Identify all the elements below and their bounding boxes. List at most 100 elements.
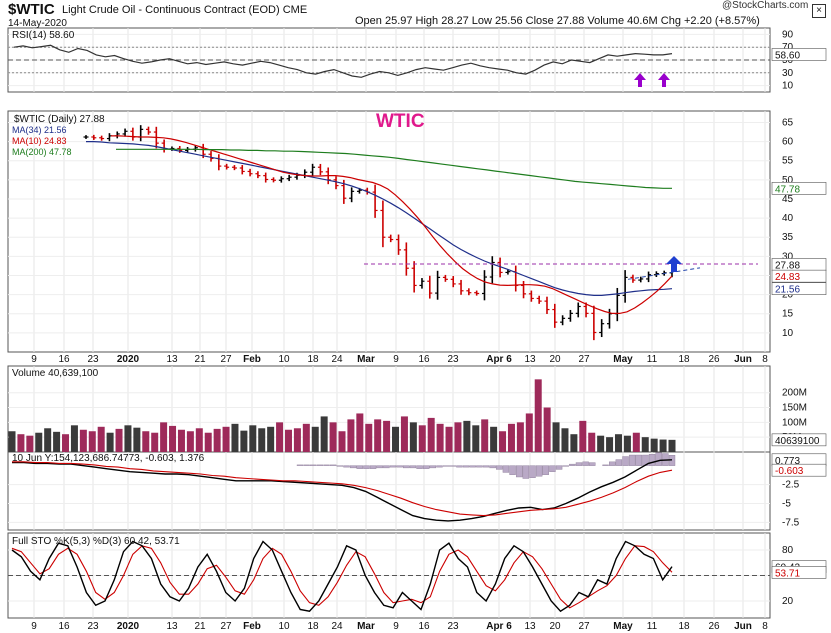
x-tick-label: May: [613, 354, 633, 365]
macd-signal-line: [12, 461, 673, 517]
macd-histogram-bar: [549, 465, 556, 472]
macd-histogram-bar: [622, 456, 629, 466]
volume-bar: [623, 435, 631, 452]
macd-histogram-bar: [542, 465, 549, 475]
volume-bar: [320, 416, 328, 452]
y-tick-label: 150M: [782, 403, 807, 414]
macd-histogram-bar: [522, 465, 530, 479]
volume-title: Volume 40,639,100: [12, 368, 99, 379]
macd-histogram-bar: [456, 465, 463, 468]
volume-bar: [499, 431, 507, 452]
volume-bar: [177, 429, 185, 452]
up-arrow-icon: [634, 73, 646, 87]
volume-bar: [481, 419, 489, 452]
x-tick-label: 8: [762, 621, 768, 632]
x-tick-label: 27: [578, 621, 590, 632]
volume-bar: [35, 432, 43, 452]
volume-bar: [329, 422, 337, 452]
y-tick-label: 20: [782, 596, 794, 607]
volume-bar: [169, 425, 177, 452]
volume-bar: [534, 379, 542, 452]
x-tick-label: 23: [447, 354, 459, 365]
y-tick-label: 30: [782, 68, 794, 79]
x-tick-label: 24: [331, 354, 343, 365]
volume-bar: [606, 437, 614, 452]
y-tick-label: 80: [782, 545, 794, 556]
y-tick-label: -2.5: [782, 480, 800, 491]
volume-bar: [142, 431, 150, 452]
macd-histogram-bar: [615, 459, 623, 466]
x-tick-label: 10: [278, 621, 290, 632]
y-tick-label: 55: [782, 156, 794, 167]
macd-histogram-bar: [496, 465, 503, 470]
macd-histogram-bar: [296, 464, 304, 466]
x-tick-label: 26: [708, 354, 720, 365]
volume-bar: [284, 429, 292, 452]
x-tick-label: Mar: [357, 621, 375, 632]
y-tick-label: 90: [782, 29, 794, 40]
macd-histogram-bar: [416, 465, 423, 469]
x-tick-label: Apr 6: [486, 621, 512, 632]
volume-bar: [8, 431, 16, 452]
macd-histogram-bar: [396, 465, 403, 468]
x-tick-label: 9: [393, 354, 399, 365]
volume-bar: [365, 423, 373, 452]
macd-histogram-bar: [589, 462, 596, 466]
volume-bar: [53, 431, 61, 452]
volume-bar: [231, 423, 239, 452]
x-tick-label: 10: [278, 354, 290, 365]
macd-histogram-bar: [575, 462, 583, 466]
volume-bar: [356, 413, 364, 452]
macd-histogram-bar: [449, 465, 456, 467]
volume-bar: [347, 419, 355, 452]
price-badge: [771, 269, 827, 283]
macd-histogram-bar: [462, 465, 470, 468]
legend-ma200: MA(200) 47.78: [12, 147, 72, 157]
volume-bar: [597, 435, 605, 452]
x-tick-label: May: [613, 621, 633, 632]
sto-d-line: [11, 545, 673, 609]
volume-bar: [70, 425, 78, 452]
volume-bar: [195, 428, 203, 452]
sto-title: Full STO %K(5,3) %D(3) 60.42, 53.71: [12, 536, 180, 547]
macd-histogram-bar: [303, 464, 310, 466]
volume-bar: [614, 434, 622, 452]
y-tick-label: 20: [782, 290, 794, 301]
ma200-line: [116, 148, 672, 189]
rsi-title: RSI(14) 58.60: [12, 30, 75, 41]
volume-bar: [160, 422, 168, 452]
sto-d-badge: [771, 566, 827, 579]
macd-histogram-bar: [409, 465, 417, 469]
x-tick-label: 21: [194, 621, 206, 632]
volume-bar: [106, 432, 114, 452]
macd-title: 10 Jun Y:154,123,686.74773, -0.603, 1.37…: [12, 453, 205, 464]
y-tick-label: -5: [782, 498, 791, 509]
macd-histogram-bar: [529, 465, 536, 478]
volume-bar: [445, 426, 453, 452]
macd-signal-badge: [771, 463, 827, 477]
ma34-line: [86, 141, 673, 296]
y-tick-label: 15: [782, 309, 794, 320]
price-badge-text: 27.88: [775, 260, 800, 271]
x-tick-label: 13: [524, 354, 536, 365]
macd-histogram-bar: [356, 465, 363, 469]
volume-bar: [151, 432, 159, 452]
x-tick-label: 16: [418, 354, 430, 365]
macd-histogram-bar: [516, 465, 523, 478]
x-tick-label: 18: [307, 354, 319, 365]
volume-bar: [641, 437, 649, 452]
close-icon[interactable]: ×: [812, 4, 826, 18]
x-tick-label: 2020: [117, 621, 140, 632]
up-arrow-icon: [666, 256, 682, 272]
price-badge: [771, 282, 827, 295]
volume-bar: [418, 425, 426, 452]
x-tick-label: 9: [31, 354, 37, 365]
volume-bar: [383, 420, 391, 452]
macd-histogram-bar: [555, 465, 563, 470]
macd-histogram-bar: [363, 465, 370, 469]
volume-bar: [543, 407, 551, 452]
contract-name: Light Crude Oil - Continuous Contract (E…: [62, 4, 308, 16]
x-tick-label: 27: [220, 354, 232, 365]
x-tick-label: 18: [307, 621, 319, 632]
volume-bar: [570, 434, 578, 452]
